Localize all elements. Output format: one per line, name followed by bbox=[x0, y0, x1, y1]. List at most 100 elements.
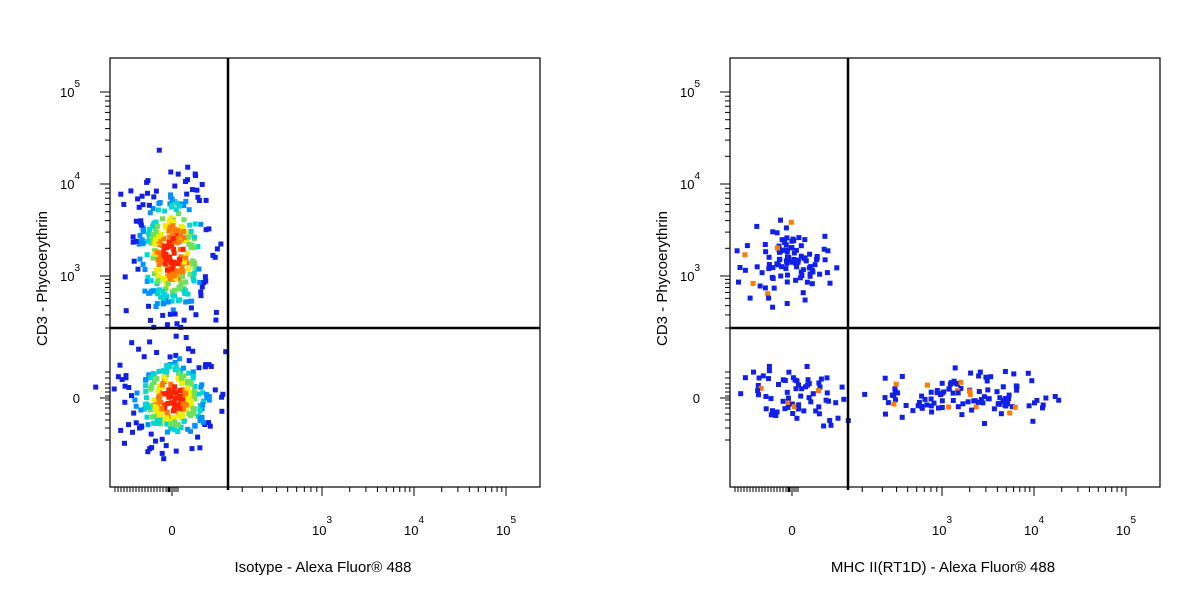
event-point bbox=[149, 414, 155, 420]
event-point bbox=[190, 405, 196, 411]
event-point bbox=[161, 456, 167, 462]
event-point bbox=[174, 236, 180, 241]
event-point bbox=[133, 218, 139, 224]
event-point bbox=[750, 280, 756, 286]
event-point bbox=[144, 252, 150, 258]
event-point bbox=[219, 394, 225, 400]
event-point bbox=[768, 396, 774, 402]
event-point bbox=[988, 374, 994, 380]
event-point bbox=[182, 291, 188, 297]
event-point bbox=[737, 265, 743, 270]
event-point bbox=[785, 272, 790, 278]
event-point bbox=[155, 257, 161, 262]
event-point bbox=[119, 377, 125, 382]
event-point bbox=[206, 226, 212, 232]
event-point bbox=[171, 414, 177, 420]
event-point bbox=[147, 290, 153, 296]
event-point bbox=[182, 259, 187, 265]
event-point bbox=[946, 404, 952, 410]
event-point bbox=[135, 196, 141, 202]
x-tick-label: 0 bbox=[168, 523, 175, 538]
event-point bbox=[149, 403, 155, 408]
event-point bbox=[160, 298, 166, 303]
event-point bbox=[200, 402, 206, 408]
event-point bbox=[153, 438, 158, 444]
x-tick-label: 103 bbox=[312, 515, 332, 538]
event-point bbox=[164, 409, 170, 415]
event-point bbox=[139, 193, 145, 199]
event-point bbox=[204, 395, 210, 401]
event-point bbox=[173, 207, 179, 213]
event-point bbox=[111, 386, 117, 392]
event-point bbox=[766, 376, 771, 382]
event-point bbox=[924, 402, 930, 408]
event-point bbox=[998, 411, 1004, 417]
event-point bbox=[190, 187, 195, 193]
event-point bbox=[147, 210, 153, 216]
event-point bbox=[144, 278, 150, 284]
event-point bbox=[183, 255, 189, 261]
event-point bbox=[762, 242, 768, 247]
event-point bbox=[768, 412, 774, 418]
event-point bbox=[178, 233, 184, 239]
event-point bbox=[207, 423, 213, 429]
event-point bbox=[156, 420, 162, 426]
event-point bbox=[190, 273, 196, 279]
event-point bbox=[784, 389, 790, 395]
event-point bbox=[122, 274, 128, 280]
event-point bbox=[162, 222, 168, 228]
event-point bbox=[199, 382, 205, 388]
event-point bbox=[783, 266, 789, 272]
event-point bbox=[892, 386, 898, 392]
event-point bbox=[190, 373, 196, 379]
event-point bbox=[773, 413, 779, 418]
event-point bbox=[778, 273, 784, 279]
event-point bbox=[924, 382, 930, 388]
event-point bbox=[190, 276, 196, 282]
event-point bbox=[984, 378, 990, 384]
event-point bbox=[947, 381, 953, 387]
event-point bbox=[169, 196, 175, 202]
event-point bbox=[1002, 369, 1008, 374]
event-point bbox=[738, 391, 744, 397]
event-point bbox=[939, 380, 945, 386]
event-point bbox=[968, 370, 974, 376]
event-point bbox=[802, 297, 808, 303]
event-point bbox=[197, 445, 203, 451]
event-point bbox=[180, 397, 186, 402]
event-point bbox=[763, 406, 769, 412]
event-point bbox=[149, 445, 155, 451]
event-point bbox=[786, 399, 792, 405]
y-tick-label: 105 bbox=[60, 79, 80, 100]
event-point bbox=[173, 333, 179, 339]
event-point bbox=[123, 308, 129, 314]
event-point bbox=[180, 273, 185, 279]
event-point bbox=[159, 405, 165, 411]
event-point bbox=[980, 400, 986, 406]
event-point bbox=[168, 384, 174, 390]
event-point bbox=[808, 399, 814, 405]
event-point bbox=[149, 382, 155, 388]
event-point bbox=[762, 285, 768, 291]
y-tick-label: 0 bbox=[693, 391, 700, 406]
event-point bbox=[157, 417, 163, 423]
event-point bbox=[121, 201, 127, 207]
event-point bbox=[134, 390, 140, 396]
event-point bbox=[147, 339, 153, 345]
event-point bbox=[1040, 402, 1046, 408]
event-point bbox=[158, 399, 164, 405]
event-point bbox=[928, 389, 934, 395]
event-point bbox=[164, 368, 170, 374]
event-point bbox=[177, 356, 182, 362]
event-point bbox=[177, 203, 182, 209]
event-point bbox=[770, 265, 776, 271]
event-point bbox=[983, 374, 989, 380]
event-point bbox=[165, 267, 170, 273]
y-axis-ticks bbox=[720, 91, 730, 441]
event-point bbox=[146, 405, 152, 411]
event-point bbox=[167, 311, 173, 317]
event-point bbox=[153, 420, 159, 426]
event-point bbox=[827, 418, 833, 423]
event-point bbox=[182, 279, 188, 285]
event-point bbox=[160, 288, 166, 294]
